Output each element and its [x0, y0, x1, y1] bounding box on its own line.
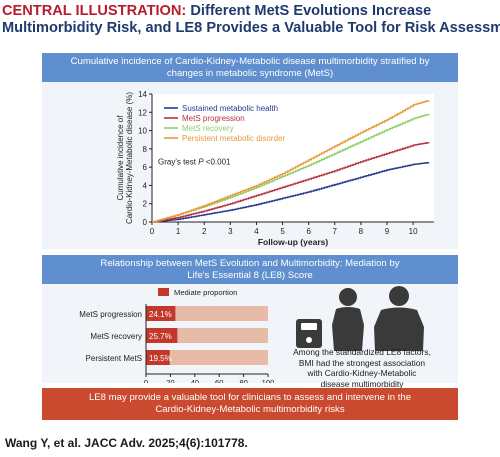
bar-mediate [146, 306, 176, 321]
legend-label: Sustained metabolic health [182, 104, 278, 113]
x-tick-label: 6 [306, 227, 311, 236]
y-tick-label: 8 [143, 145, 148, 154]
x-tick-label: 1 [176, 227, 181, 236]
y-tick-label: 2 [143, 200, 148, 209]
x-tick-label: 8 [359, 227, 364, 236]
bar-x-tick-label: 100 [262, 378, 275, 383]
female-silhouette-icon [332, 288, 364, 351]
incidence-header-line-2: changes in metabolic syndrome (MetS) [166, 68, 334, 79]
y-tick-label: 14 [138, 90, 147, 99]
male-silhouette-icon [374, 286, 424, 351]
bar-remainder [146, 350, 268, 365]
incidence-header-line-1: Cumulative incidence of Cardio-Kidney-Me… [70, 56, 430, 67]
x-tick-label: 9 [385, 227, 390, 236]
y-axis-title-line-2: Cardio-Kidney-Metabolic disease (%) [125, 92, 134, 224]
mediation-bar-chart: Mediate proportion 24.1% MetS progression 2… [79, 288, 275, 383]
x-tick-label: 2 [202, 227, 207, 236]
incidence-panel: Cumulative incidence of Cardio-Kidney-Me… [42, 53, 458, 249]
bar-mediate [146, 328, 178, 343]
title-label: CENTRAL ILLUSTRATION: [2, 3, 187, 19]
x-tick-label: 7 [333, 227, 338, 236]
bar-value-label: 25.7% [149, 332, 172, 341]
series-line-2 [152, 142, 430, 223]
bar-x-tick-label: 20 [166, 378, 174, 383]
bar-mediate [146, 350, 170, 365]
figures-illustration [296, 286, 424, 351]
x-tick-label: 0 [150, 227, 155, 236]
le8-bmi-finding: Among the standardized LE8 factors, BMI … [293, 347, 431, 389]
plot-area [152, 94, 434, 222]
incidence-panel-header: Cumulative incidence of Cardio-Kidney-Me… [42, 53, 458, 82]
citation: Wang Y, et al. JACC Adv. 2025;4(6):10177… [5, 436, 248, 450]
x-tick-label: 4 [254, 227, 259, 236]
grays-test-prefix: Gray's test [158, 157, 198, 166]
bar-category-label: MetS recovery [90, 332, 142, 341]
takeaway-line-2: Cardio-Kidney-Metabolic multimorbidity r… [155, 404, 345, 415]
bar-x-tick-label: 60 [215, 378, 223, 383]
x-tick-label: 3 [228, 227, 233, 236]
legend-label: MetS recovery [182, 124, 234, 133]
clinical-takeaway-banner: LE8 may provide a valuable tool for clin… [42, 388, 458, 420]
grays-test-annotation: Gray's test P <0.001 [158, 157, 231, 166]
bar-value-label: 24.1% [149, 310, 172, 319]
series-line-3 [152, 113, 430, 223]
grays-test-suffix: <0.001 [204, 157, 231, 166]
bar-remainder [146, 306, 268, 321]
grays-test-p: P [198, 157, 204, 166]
y-axis-title-line-1: Cumulative incidence of [116, 115, 125, 201]
series-line-4 [152, 100, 430, 223]
scale-icon [296, 319, 322, 348]
y-tick-label: 4 [143, 181, 148, 190]
mediation-panel-header: Relationship between MetS Evolution and … [42, 255, 458, 284]
takeaway-line-1: LE8 may provide a valuable tool for clin… [88, 392, 412, 403]
title-line-2: Multimorbidity Risk, and LE8 Provides a … [2, 20, 500, 36]
y-tick-label: 10 [138, 127, 147, 136]
y-tick-label: 6 [143, 163, 148, 172]
title-text-1: Different MetS Evolutions Increase [190, 3, 432, 19]
series-line-1 [152, 162, 430, 223]
title-line-1: CENTRAL ILLUSTRATION: Different MetS Evo… [2, 3, 431, 19]
mediation-header-line-2: Life's Essential 8 (LE8) Score [187, 270, 313, 281]
y-tick-label: 12 [138, 108, 147, 117]
bar-x-tick-label: 80 [239, 378, 247, 383]
mediation-header-line-1: Relationship between MetS Evolution and … [100, 258, 400, 269]
bar-x-tick-label: 40 [191, 378, 199, 383]
legend-label: Persistent metabolic disorder [182, 134, 285, 143]
x-tick-label: 5 [280, 227, 285, 236]
bar-category-label: MetS progression [79, 310, 142, 319]
bar-value-label: 19.5% [149, 354, 172, 363]
illustration-title: CENTRAL ILLUSTRATION: Different MetS Evo… [0, 0, 500, 46]
bar-category-label: Persistent MetS [86, 354, 142, 363]
mediation-panel: Relationship between MetS Evolution and … [42, 255, 458, 389]
bar-x-tick-label: 0 [144, 378, 148, 383]
legend-swatch-mediate [158, 288, 169, 296]
legend-label: MetS progression [182, 114, 245, 123]
x-tick-label: 10 [409, 227, 418, 236]
legend-label-mediate: Mediate proportion [174, 288, 237, 297]
y-axis-title: Cumulative incidence ofCardio-Kidney-Met… [116, 92, 134, 224]
y-tick-label: 0 [143, 218, 148, 227]
x-axis-title: Follow-up (years) [258, 237, 329, 247]
